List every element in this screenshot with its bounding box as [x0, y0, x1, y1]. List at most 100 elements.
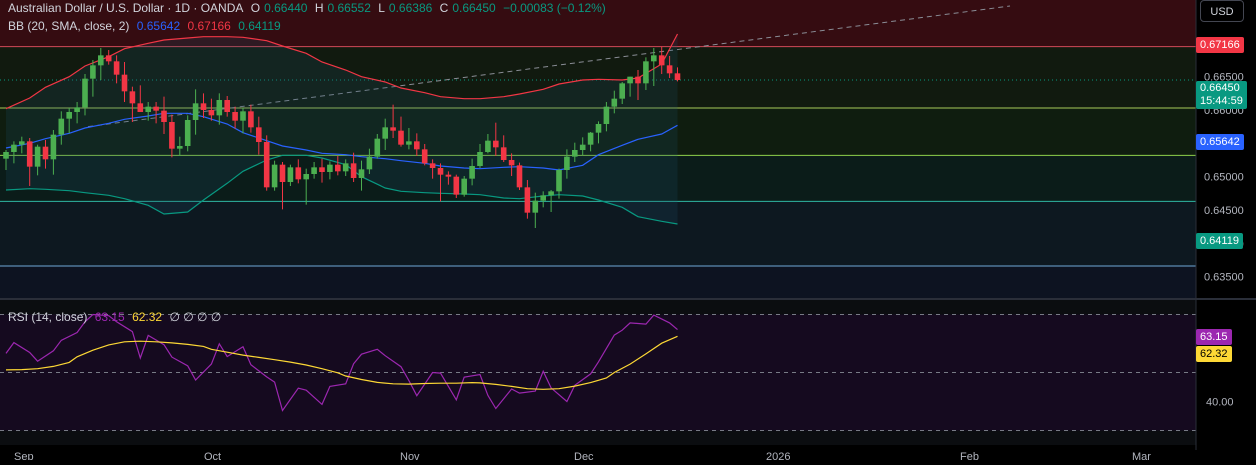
candle-body[interactable]: [358, 169, 365, 178]
candle-body[interactable]: [121, 74, 128, 92]
candle-body[interactable]: [295, 167, 302, 180]
candle-body[interactable]: [572, 150, 578, 157]
candle-body[interactable]: [216, 100, 223, 116]
candle-body[interactable]: [508, 160, 515, 166]
candle-body[interactable]: [548, 191, 554, 196]
candle-body[interactable]: [469, 166, 475, 179]
candle-body[interactable]: [90, 65, 96, 79]
candle-body[interactable]: [303, 174, 309, 180]
candle-body[interactable]: [524, 187, 531, 213]
candle-body[interactable]: [82, 78, 88, 108]
candle-body[interactable]: [327, 164, 333, 172]
candle-body[interactable]: [34, 146, 41, 167]
rsi-line[interactable]: [5, 313, 678, 412]
candle-body[interactable]: [263, 142, 270, 188]
candle-body[interactable]: [177, 146, 183, 149]
candle-body[interactable]: [564, 156, 570, 170]
candle-body[interactable]: [256, 127, 262, 142]
bb-upper-line[interactable]: [5, 33, 679, 110]
candle-body[interactable]: [587, 132, 594, 145]
candle-body[interactable]: [406, 141, 412, 145]
candle-body[interactable]: [611, 98, 618, 107]
candle-body[interactable]: [532, 200, 539, 213]
candle-body[interactable]: [477, 152, 483, 166]
candle-body[interactable]: [161, 110, 167, 122]
candle-body[interactable]: [500, 147, 507, 160]
candle-body[interactable]: [414, 141, 420, 150]
trendline[interactable]: [87, 5, 1011, 128]
candle-body[interactable]: [651, 55, 657, 62]
candle-body[interactable]: [19, 141, 25, 145]
candle-body[interactable]: [98, 55, 104, 66]
candle-body[interactable]: [398, 130, 404, 145]
candle-body[interactable]: [350, 163, 357, 178]
candle-body[interactable]: [603, 106, 610, 124]
candle-body[interactable]: [184, 120, 191, 146]
candle-body[interactable]: [342, 163, 349, 172]
candle-body[interactable]: [643, 61, 649, 84]
candle-body[interactable]: [319, 167, 325, 172]
candle-body[interactable]: [248, 111, 254, 128]
candle-body[interactable]: [485, 140, 491, 152]
candle-body[interactable]: [453, 176, 460, 195]
candle-body[interactable]: [224, 100, 230, 112]
candle-body[interactable]: [129, 91, 136, 104]
candle-body[interactable]: [208, 110, 215, 116]
candle-body[interactable]: [493, 140, 499, 148]
candle-body[interactable]: [11, 144, 17, 152]
price-axis-tick: 0.64500: [1204, 205, 1244, 217]
currency-button[interactable]: USD: [1200, 0, 1244, 22]
candle-body[interactable]: [287, 167, 294, 182]
candle-body[interactable]: [390, 127, 396, 131]
candle-body[interactable]: [627, 76, 633, 84]
candle-body[interactable]: [556, 170, 562, 192]
rsi-ma-line[interactable]: [5, 335, 678, 390]
candle-body[interactable]: [516, 165, 523, 188]
time-axis-tick: Feb: [960, 451, 979, 460]
time-axis-tick: Nov: [400, 451, 420, 460]
candle-body[interactable]: [66, 112, 72, 119]
candle-body[interactable]: [666, 65, 673, 74]
candle-body[interactable]: [658, 55, 665, 66]
candle-body[interactable]: [366, 156, 373, 170]
candle-body[interactable]: [619, 83, 625, 99]
candle-body[interactable]: [540, 195, 546, 201]
candle-body[interactable]: [445, 174, 452, 177]
rsi-legend[interactable]: RSI (14, close) 63.15 62.32 ∅ ∅ ∅ ∅: [8, 310, 225, 324]
candle-body[interactable]: [153, 106, 159, 111]
candle-body[interactable]: [374, 138, 381, 157]
candle-body[interactable]: [42, 146, 49, 160]
candle-body[interactable]: [200, 103, 207, 110]
candle-body[interactable]: [461, 178, 467, 195]
candle-body[interactable]: [58, 118, 65, 135]
candle-body[interactable]: [579, 144, 586, 150]
price-axis-tick: 0.65000: [1204, 172, 1244, 184]
candle-body[interactable]: [113, 61, 120, 75]
candle-body[interactable]: [382, 127, 388, 139]
candle-body[interactable]: [105, 55, 112, 62]
candle-body[interactable]: [74, 107, 80, 112]
price-axis-tick: 0.66500: [1204, 72, 1244, 84]
candle-body[interactable]: [429, 163, 436, 168]
candle-body[interactable]: [421, 149, 428, 164]
candle-body[interactable]: [137, 103, 144, 112]
candle-body[interactable]: [3, 152, 9, 159]
bb-legend[interactable]: BB (20, SMA, close, 2) 0.65642 0.67166 0…: [8, 19, 285, 33]
candle-body[interactable]: [50, 134, 57, 160]
candle-body[interactable]: [232, 112, 238, 121]
candle-body[interactable]: [192, 103, 199, 120]
candle-body[interactable]: [279, 164, 286, 182]
candle-body[interactable]: [145, 106, 151, 112]
candle-body[interactable]: [674, 73, 681, 80]
candle-body[interactable]: [595, 124, 602, 133]
candle-body[interactable]: [26, 141, 33, 167]
candle-body[interactable]: [169, 122, 175, 149]
candle-body[interactable]: [271, 164, 278, 188]
candle-body[interactable]: [635, 76, 641, 84]
candle-body[interactable]: [437, 168, 444, 175]
candle-body[interactable]: [335, 164, 341, 172]
candle-body[interactable]: [311, 167, 317, 174]
candle-body[interactable]: [240, 111, 246, 121]
